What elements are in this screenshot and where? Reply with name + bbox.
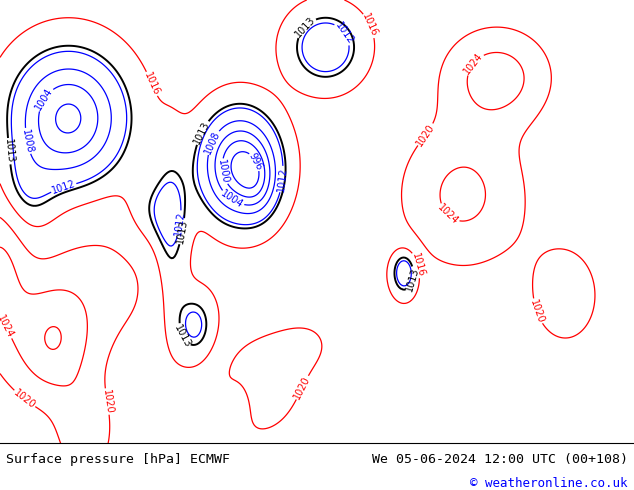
Text: 1013: 1013 [3,139,15,164]
Text: 1016: 1016 [410,252,426,278]
Text: 1020: 1020 [415,122,437,147]
Text: 1024: 1024 [0,313,16,340]
Text: Surface pressure [hPa] ECMWF: Surface pressure [hPa] ECMWF [6,453,230,466]
Text: 1012: 1012 [276,167,288,192]
Text: 1004: 1004 [219,189,245,210]
Text: © weatheronline.co.uk: © weatheronline.co.uk [470,476,628,490]
Text: 1012: 1012 [333,20,356,46]
Text: 1000: 1000 [216,159,230,184]
Text: 1024: 1024 [436,202,460,227]
Text: 1013: 1013 [172,323,193,349]
Text: 1008: 1008 [20,128,34,154]
Text: 1012: 1012 [50,179,77,196]
Text: 1016: 1016 [142,71,162,97]
Text: 1020: 1020 [101,389,114,415]
Text: 1013: 1013 [175,219,190,244]
Text: 1020: 1020 [528,298,546,324]
Text: 1012: 1012 [173,211,186,237]
Text: 1004: 1004 [34,86,55,112]
Text: 1008: 1008 [203,129,222,155]
Text: 996: 996 [247,151,264,172]
Text: 1013: 1013 [192,120,212,146]
Text: 1020: 1020 [11,388,37,411]
Text: 1013: 1013 [293,14,317,39]
Text: 1020: 1020 [292,374,313,401]
Text: We 05-06-2024 12:00 UTC (00+108): We 05-06-2024 12:00 UTC (00+108) [372,453,628,466]
Text: 1024: 1024 [462,51,485,76]
Text: 1016: 1016 [361,12,380,39]
Text: 1013: 1013 [404,267,421,293]
